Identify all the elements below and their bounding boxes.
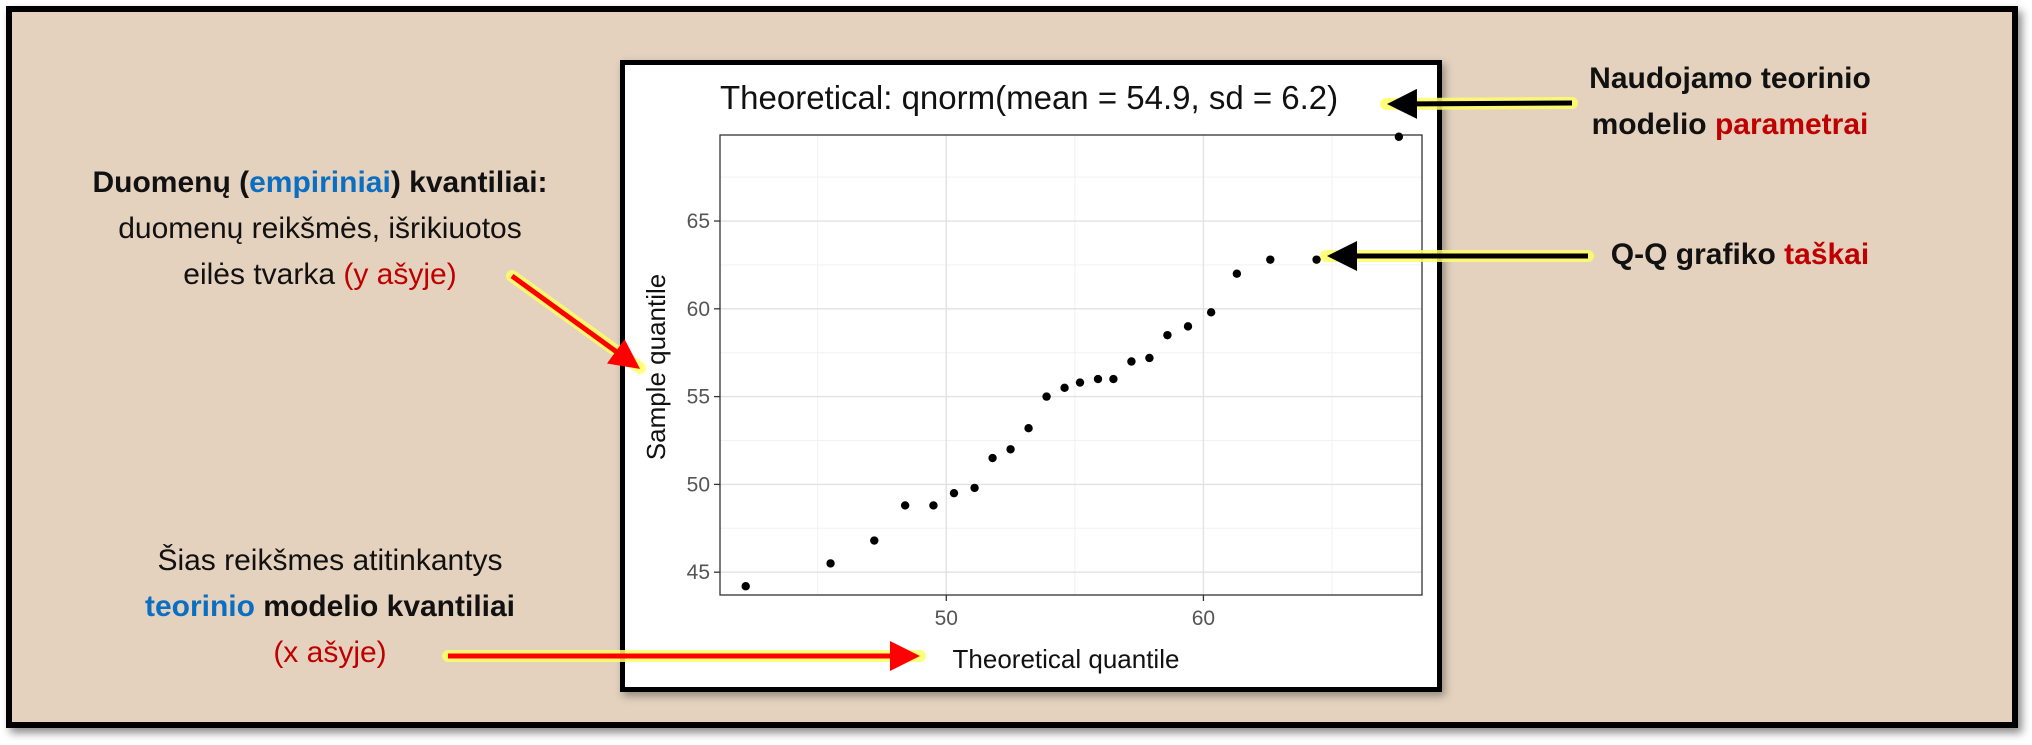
points-annotation: Q-Q grafiko taškai (1580, 232, 1900, 278)
qq-chart-svg: 50 60 45 50 55 60 65 Theoretical: qnorm(mean =… (641, 79, 1423, 674)
sample-quantiles-line1-part1: Duomenų ( (92, 166, 250, 199)
qq-point (1075, 378, 1085, 387)
parameters-line1: Naudojamo teorinio (1589, 62, 1871, 95)
chart-title: Theoretical: qnorm(mean = 54.9, sd = 6.2… (720, 79, 1338, 116)
qq-point (1232, 269, 1242, 278)
y-tick-label: 50 (687, 473, 710, 496)
qq-point (1206, 308, 1216, 317)
parameters-line2: modelio parametrai (1540, 102, 1920, 148)
sample-quantiles-annotation: Duomenų (empiriniai) kvantiliai: duomenų… (60, 160, 580, 298)
empirical-highlight: empiriniai (249, 166, 391, 199)
qq-point (1127, 357, 1136, 366)
y-tick-label: 55 (687, 386, 710, 409)
y-tick-label: 60 (687, 298, 710, 321)
parameters-line2-part1: modelio (1591, 108, 1715, 141)
qq-point (826, 559, 835, 568)
points-layer (741, 132, 1404, 591)
qq-point (900, 501, 910, 510)
sample-quantiles-line2: duomenų reikšmės, išrikiuotos (118, 212, 522, 245)
qq-point (741, 582, 750, 591)
plot-area-border (719, 134, 1423, 596)
grid (720, 135, 1422, 595)
parameters-annotation: Naudojamo teorinio modelio parametrai (1540, 56, 1920, 148)
theoretical-highlight: teorinio (144, 590, 255, 623)
x-axis-highlight: (x ašyje) (273, 636, 387, 669)
ticks-layer: 50 60 45 50 55 60 65 (687, 210, 1215, 630)
qq-point (949, 488, 959, 498)
parameters-highlight: parametrai (1714, 108, 1869, 141)
qq-point (1145, 353, 1154, 363)
qq-plot: 50 60 45 50 55 60 65 Theoretical: qnorm(mean =… (620, 60, 1442, 692)
qq-point (1109, 374, 1118, 384)
x-tick-label: 60 (1192, 607, 1215, 630)
qq-point (970, 483, 979, 493)
theoretical-quantiles-line1: Šias reikšmes atitinkantys (157, 544, 503, 577)
qq-point (1060, 383, 1069, 393)
qq-point (1006, 445, 1015, 454)
theoretical-quantiles-line2-rest: modelio kvantiliai (254, 590, 516, 623)
qq-point (1093, 374, 1103, 384)
qq-point (1024, 424, 1033, 433)
y-axis-label: Sample quantile (641, 274, 671, 460)
sample-quantiles-line1: Duomenų (empiriniai) kvantiliai: (60, 160, 580, 206)
qq-point (870, 536, 879, 545)
points-part1: Q-Q grafiko (1610, 238, 1785, 271)
qq-point (1042, 392, 1051, 401)
sample-quantiles-line1-part2: ) kvantiliai: (390, 166, 548, 199)
x-tick-label: 50 (935, 607, 958, 630)
qq-point (929, 501, 938, 510)
qq-point (1394, 132, 1404, 141)
qq-point (1163, 330, 1172, 340)
sample-quantiles-line3: eilės tvarka (y ašyje) (60, 252, 580, 298)
sample-quantiles-line3-part1: eilės tvarka (183, 258, 344, 291)
y-tick-label: 65 (687, 210, 710, 233)
qq-point (1266, 255, 1275, 264)
y-tick-label: 45 (687, 561, 710, 584)
qq-point (1312, 255, 1321, 264)
x-axis-label: Theoretical quantile (953, 644, 1180, 674)
theoretical-quantiles-line2: teorinio modelio kvantiliai (100, 584, 560, 630)
qq-point (1183, 322, 1193, 331)
points-highlight: taškai (1784, 238, 1870, 271)
qq-point (988, 453, 997, 463)
theoretical-quantiles-annotation: Šias reikšmes atitinkantys teorinio mode… (100, 538, 560, 676)
y-axis-highlight: (y ašyje) (343, 258, 457, 291)
